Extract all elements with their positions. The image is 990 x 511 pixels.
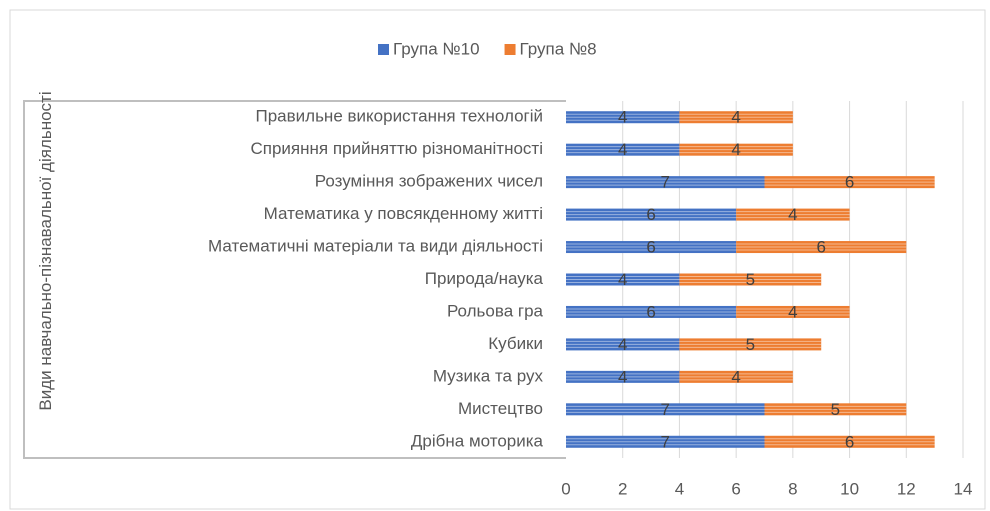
x-tick-label: 14	[954, 479, 973, 498]
bar-segment	[764, 435, 935, 448]
y-tick-label: Рольова гра	[447, 301, 544, 320]
bar-segment	[566, 111, 680, 124]
legend-swatch	[504, 44, 516, 55]
data-label: 6	[646, 205, 655, 224]
y-tick-label: Природа/наука	[425, 269, 544, 288]
data-label: 4	[618, 367, 627, 386]
data-label: 4	[731, 140, 740, 159]
bar-segment	[566, 435, 765, 448]
x-tick-label: 4	[675, 479, 684, 498]
x-tick-label: 8	[788, 479, 797, 498]
y-tick-label: Сприяння прийняттю різноманітності	[250, 139, 543, 158]
data-label: 5	[746, 270, 755, 289]
data-label: 7	[661, 400, 670, 419]
bar-segment	[736, 305, 850, 318]
x-tick-label: 12	[897, 479, 916, 498]
bar-segment	[566, 305, 737, 318]
bar-segment	[736, 208, 850, 221]
y-tick-label: Математика у повсякденному житті	[264, 204, 543, 223]
category-frame	[23, 100, 566, 459]
bar-segment	[566, 208, 737, 221]
data-label: 7	[661, 432, 670, 451]
y-axis-label: Види навчально-пізнавальної діяльності	[36, 91, 55, 411]
x-tick-label: 10	[840, 479, 859, 498]
bar-segment	[566, 176, 765, 189]
data-label: 7	[661, 173, 670, 192]
y-tick-label: Музика та рух	[433, 366, 544, 385]
bar-segment	[566, 403, 765, 416]
y-tick-label: Правильне використання технологій	[256, 107, 544, 126]
bar-segment	[679, 111, 793, 124]
data-label: 4	[788, 205, 797, 224]
legend-label: Група №10	[393, 39, 480, 58]
data-label: 6	[845, 432, 854, 451]
data-label: 5	[746, 335, 755, 354]
bar-segment	[679, 338, 822, 351]
y-tick-label: Мистецтво	[458, 399, 543, 418]
data-label: 4	[788, 302, 797, 321]
data-label: 6	[646, 302, 655, 321]
legend-label: Група №8	[520, 39, 597, 58]
y-tick-label: Математичні матеріали та види діяльності	[208, 237, 543, 256]
bar-segment	[679, 273, 822, 286]
data-label: 5	[831, 400, 840, 419]
data-label: 6	[845, 173, 854, 192]
x-tick-label: 6	[731, 479, 740, 498]
data-label: 4	[731, 108, 740, 127]
data-label: 4	[618, 270, 627, 289]
bar-segment	[764, 403, 907, 416]
bar-segment	[566, 241, 737, 254]
bar-segment	[736, 241, 907, 254]
y-tick-label: Кубики	[488, 334, 543, 353]
bar-segment	[679, 143, 793, 156]
bar-segment	[566, 338, 680, 351]
y-tick-label: Розуміння зображених чисел	[315, 172, 543, 191]
x-tick-label: 2	[618, 479, 627, 498]
y-tick-label: Дрібна моторика	[411, 431, 544, 450]
bar-segment	[566, 143, 680, 156]
data-label: 4	[618, 140, 627, 159]
bar-segment	[764, 176, 935, 189]
data-label: 4	[731, 367, 740, 386]
data-label: 4	[618, 335, 627, 354]
legend-swatch	[378, 44, 389, 55]
x-tick-label: 0	[561, 479, 570, 498]
bar-segment	[679, 370, 793, 383]
bar-segment	[566, 370, 680, 383]
chart-border	[9, 9, 986, 510]
bar-segment	[566, 273, 680, 286]
data-label: 6	[646, 238, 655, 257]
data-label: 6	[816, 238, 825, 257]
data-label: 4	[618, 108, 627, 127]
